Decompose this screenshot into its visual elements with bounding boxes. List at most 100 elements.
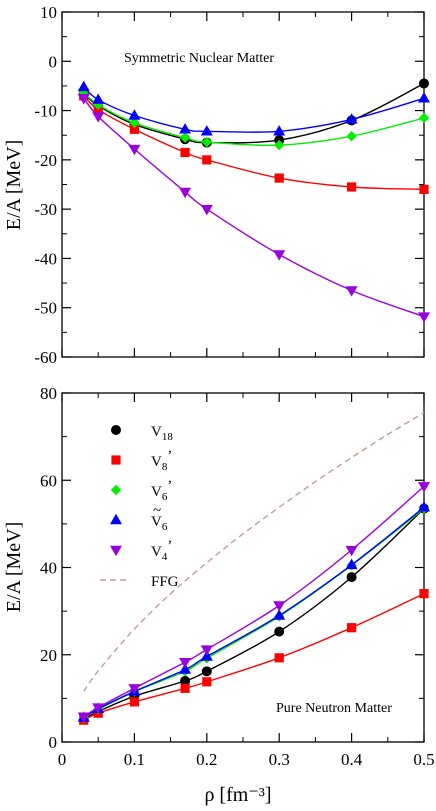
data-point	[179, 123, 192, 134]
y-tick-label: 40	[40, 559, 57, 578]
data-point	[419, 184, 429, 195]
data-point	[346, 131, 357, 142]
data-point	[418, 312, 430, 323]
data-point	[418, 482, 430, 493]
data-point	[274, 653, 284, 663]
data-point	[77, 80, 90, 92]
data-point	[201, 666, 212, 677]
data-point	[92, 112, 105, 123]
legend-subscript: 18	[162, 431, 174, 443]
legend-subscript: 8	[162, 461, 168, 473]
data-point	[128, 144, 141, 156]
data-point	[129, 117, 140, 129]
data-point	[77, 94, 90, 105]
legend-tilde: ~	[153, 503, 161, 519]
legend-subscript: 6	[162, 491, 168, 503]
data-point	[180, 683, 190, 693]
bottom-panel-neutron-matter: Pure Neutron Matter E/A [MeV] ρ [fm⁻³] 0…	[3, 384, 435, 806]
data-point	[92, 93, 105, 104]
series-v6	[78, 87, 430, 151]
data-point	[418, 92, 430, 103]
legend-item-v6: V6’	[110, 478, 172, 503]
legend-item-ffg: FFG	[100, 574, 179, 590]
y-tick-label: -30	[34, 200, 57, 219]
x-tick-label: 0.2	[196, 750, 217, 769]
data-point	[419, 589, 429, 599]
legend-item-v4: V4’	[110, 538, 172, 563]
data-point	[77, 712, 90, 723]
legend-prime: ’	[167, 478, 172, 494]
top-panel-symmetric-matter: Symmetric Nuclear Matter E/A [MeV] -60 -5…	[3, 3, 430, 367]
y-tick-label: -60	[34, 348, 57, 367]
data-point	[418, 112, 430, 124]
series-line	[83, 412, 425, 692]
data-point	[180, 147, 190, 158]
data-point	[273, 601, 286, 612]
x-tick-label: 0.1	[124, 750, 145, 769]
x-axis-label: ρ [fm⁻³]	[204, 784, 271, 806]
x-tick-label: 0.3	[269, 750, 290, 769]
top-annotation: Symmetric Nuclear Matter	[124, 51, 274, 66]
data-point	[419, 78, 429, 89]
legend-prime: ’	[167, 448, 172, 464]
data-point	[179, 132, 191, 143]
legend-label: V6’	[151, 478, 172, 503]
data-point	[128, 684, 141, 695]
data-point	[200, 125, 213, 136]
data-point	[179, 187, 192, 199]
legend-marker	[110, 484, 122, 496]
data-point	[346, 572, 357, 583]
data-point	[179, 663, 192, 674]
legend-item-v18: V18	[111, 424, 173, 443]
series-6	[77, 80, 430, 136]
data-point	[180, 675, 191, 686]
y-tick-label: -40	[34, 249, 57, 268]
data-point	[345, 558, 358, 570]
legend-subscript: 4	[162, 551, 168, 563]
data-point	[273, 250, 286, 261]
data-point	[128, 109, 141, 120]
data-point	[274, 139, 285, 151]
data-point	[273, 125, 286, 136]
y-tick-label: -20	[34, 151, 57, 170]
data-point	[273, 609, 286, 620]
y-tick-label: 20	[40, 646, 57, 665]
y-tick-label: 60	[40, 471, 57, 490]
data-point	[345, 286, 358, 297]
series-ffg	[83, 412, 425, 692]
y-tick-label: 10	[40, 3, 57, 22]
series-6	[77, 501, 430, 722]
data-point	[92, 703, 105, 714]
y-tick-label: -50	[34, 299, 57, 318]
top-y-axis-label: E/A [MeV]	[3, 140, 25, 231]
legend-label: V8’	[151, 448, 172, 473]
data-point	[274, 173, 284, 183]
x-tick-label: 0.5	[413, 750, 434, 769]
legend-marker	[110, 513, 122, 525]
data-point	[200, 204, 213, 216]
y-tick-label: 0	[49, 52, 58, 71]
legend-subscript: 6	[162, 521, 168, 533]
legend-label: V18	[151, 424, 173, 443]
x-tick-label: 0	[58, 750, 67, 769]
data-point	[274, 626, 285, 637]
data-point	[129, 697, 139, 707]
legend-prime: ’	[167, 538, 172, 554]
data-point	[418, 501, 430, 512]
legend-label: FFG	[151, 574, 179, 590]
y-tick-label: 80	[40, 384, 57, 403]
legend-marker	[111, 455, 121, 465]
data-point	[129, 124, 139, 134]
legend-label: V4’	[151, 538, 172, 563]
legend: V18 V8’ V6’V6~ V4’ FFG	[100, 424, 179, 590]
data-point	[345, 545, 358, 557]
bottom-annotation: Pure Neutron Matter	[276, 701, 392, 716]
legend-marker	[111, 425, 121, 435]
data-point	[202, 155, 212, 165]
data-point	[202, 677, 212, 687]
bottom-y-axis-label: E/A [MeV]	[3, 522, 25, 613]
legend-item-6: V6~	[110, 503, 168, 533]
x-tick-label: 0.4	[341, 750, 363, 769]
y-tick-label: 0	[49, 733, 58, 752]
